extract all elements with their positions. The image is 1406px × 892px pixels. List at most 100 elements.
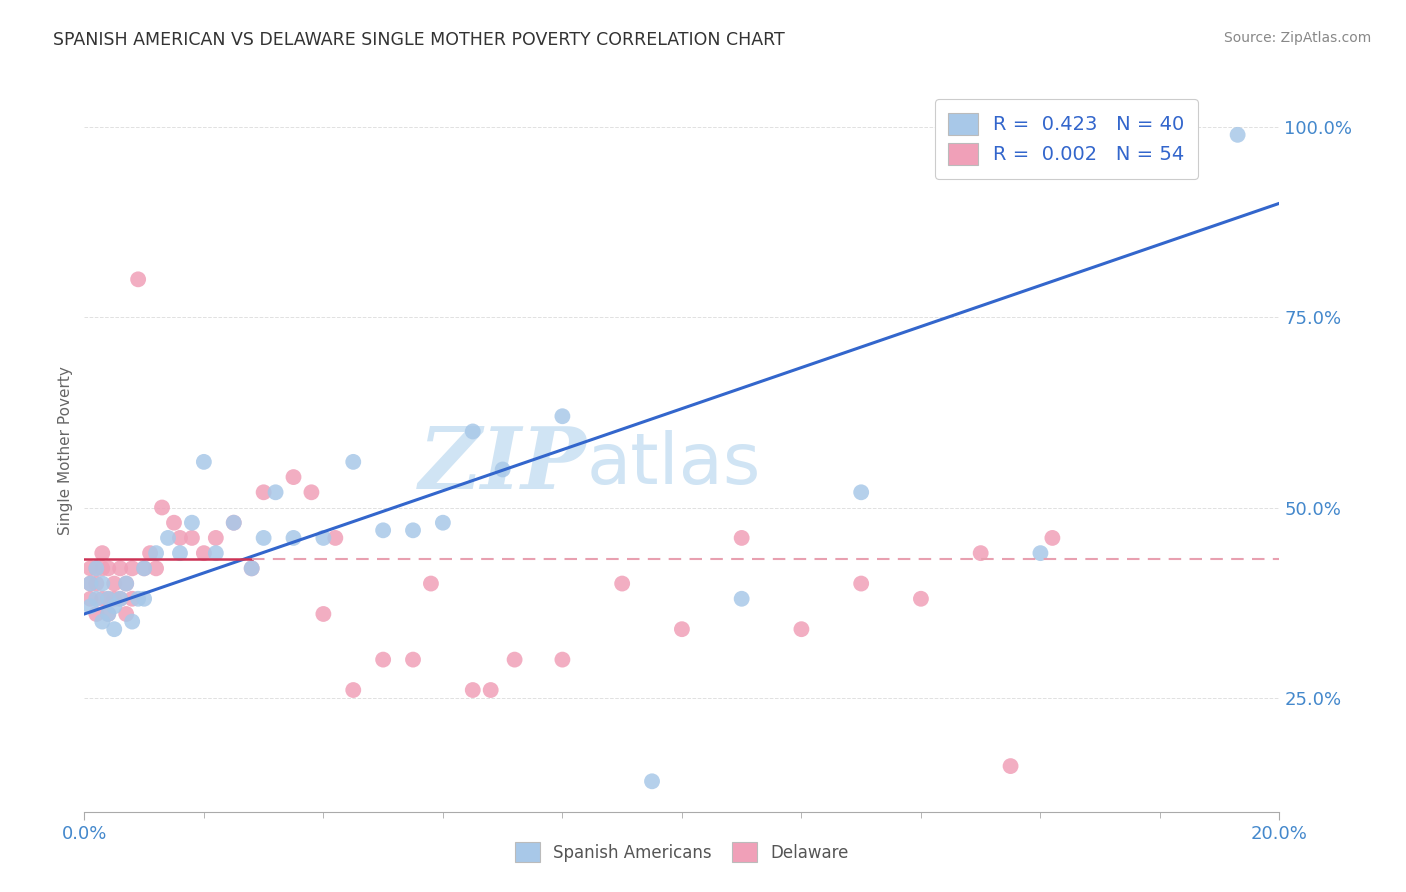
Point bbox=[432, 516, 454, 530]
Point bbox=[110, 561, 132, 575]
Point bbox=[312, 607, 335, 621]
Point bbox=[97, 591, 120, 606]
Point bbox=[325, 531, 347, 545]
Point bbox=[731, 591, 754, 606]
Point bbox=[1000, 759, 1022, 773]
Point bbox=[91, 561, 114, 575]
Point bbox=[121, 615, 143, 629]
Point bbox=[103, 576, 125, 591]
Point bbox=[222, 516, 245, 530]
Point bbox=[373, 652, 395, 666]
Point bbox=[731, 531, 754, 545]
Point bbox=[91, 615, 114, 629]
Point bbox=[139, 546, 162, 560]
Point bbox=[1226, 128, 1249, 142]
Text: atlas: atlas bbox=[586, 431, 761, 500]
Point bbox=[97, 607, 120, 621]
Point bbox=[132, 561, 156, 575]
Point bbox=[115, 576, 138, 591]
Point bbox=[86, 576, 108, 591]
Point bbox=[205, 531, 228, 545]
Point bbox=[115, 576, 138, 591]
Point bbox=[86, 561, 108, 575]
Point bbox=[163, 516, 186, 530]
Point bbox=[110, 591, 132, 606]
Point bbox=[110, 591, 132, 606]
Point bbox=[121, 561, 143, 575]
Point bbox=[169, 546, 191, 560]
Point bbox=[127, 591, 149, 606]
Text: Source: ZipAtlas.com: Source: ZipAtlas.com bbox=[1223, 31, 1371, 45]
Point bbox=[103, 599, 125, 614]
Legend: Spanish Americans, Delaware: Spanish Americans, Delaware bbox=[509, 836, 855, 869]
Point bbox=[970, 546, 993, 560]
Point bbox=[342, 455, 364, 469]
Point bbox=[97, 561, 120, 575]
Point bbox=[91, 576, 114, 591]
Point bbox=[283, 531, 305, 545]
Point bbox=[264, 485, 287, 500]
Point bbox=[253, 531, 276, 545]
Point bbox=[461, 683, 484, 698]
Point bbox=[127, 272, 149, 286]
Point bbox=[402, 524, 425, 538]
Point bbox=[121, 591, 143, 606]
Point bbox=[479, 683, 502, 698]
Point bbox=[145, 546, 167, 560]
Point bbox=[420, 576, 443, 591]
Point bbox=[312, 531, 335, 545]
Point bbox=[79, 561, 101, 575]
Point bbox=[79, 576, 101, 591]
Point bbox=[157, 531, 180, 545]
Point bbox=[503, 652, 526, 666]
Point bbox=[193, 546, 215, 560]
Point bbox=[103, 622, 125, 636]
Point bbox=[612, 576, 634, 591]
Point bbox=[240, 561, 263, 575]
Point bbox=[103, 591, 125, 606]
Point bbox=[492, 462, 515, 476]
Text: SPANISH AMERICAN VS DELAWARE SINGLE MOTHER POVERTY CORRELATION CHART: SPANISH AMERICAN VS DELAWARE SINGLE MOTH… bbox=[53, 31, 785, 49]
Point bbox=[150, 500, 173, 515]
Point bbox=[253, 485, 276, 500]
Point bbox=[79, 576, 101, 591]
Point bbox=[551, 409, 574, 424]
Point bbox=[86, 561, 108, 575]
Point bbox=[181, 531, 204, 545]
Text: ZIP: ZIP bbox=[419, 423, 586, 507]
Point bbox=[145, 561, 167, 575]
Point bbox=[402, 652, 425, 666]
Point bbox=[86, 607, 108, 621]
Point bbox=[115, 607, 138, 621]
Point bbox=[851, 576, 873, 591]
Point bbox=[373, 524, 395, 538]
Point bbox=[1029, 546, 1052, 560]
Point bbox=[671, 622, 693, 636]
Point bbox=[641, 774, 664, 789]
Point bbox=[205, 546, 228, 560]
Point bbox=[790, 622, 813, 636]
Point bbox=[79, 599, 101, 614]
Point bbox=[551, 652, 574, 666]
Point bbox=[91, 546, 114, 560]
Point bbox=[193, 455, 215, 469]
Point bbox=[1042, 531, 1064, 545]
Point bbox=[97, 591, 120, 606]
Y-axis label: Single Mother Poverty: Single Mother Poverty bbox=[58, 366, 73, 535]
Point bbox=[461, 425, 484, 439]
Point bbox=[132, 561, 156, 575]
Point bbox=[181, 516, 204, 530]
Point bbox=[851, 485, 873, 500]
Point bbox=[132, 591, 156, 606]
Point bbox=[86, 591, 108, 606]
Point bbox=[240, 561, 263, 575]
Point bbox=[301, 485, 323, 500]
Point bbox=[283, 470, 305, 484]
Point bbox=[169, 531, 191, 545]
Point bbox=[342, 683, 364, 698]
Point bbox=[91, 591, 114, 606]
Point bbox=[79, 591, 101, 606]
Point bbox=[910, 591, 932, 606]
Point bbox=[222, 516, 245, 530]
Point bbox=[97, 607, 120, 621]
